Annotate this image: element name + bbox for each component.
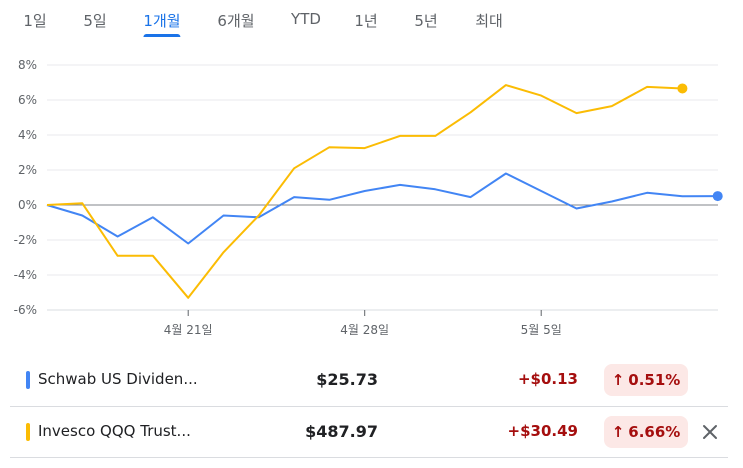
y-tick-label: 4% <box>18 128 37 142</box>
holding-change: +$30.49 <box>507 422 578 440</box>
percent-change-badge: ↑ 6.66% <box>604 416 688 448</box>
tab-label: YTD <box>291 10 321 28</box>
y-tick-label: 8% <box>18 58 37 72</box>
tab-label: 1일 <box>23 12 47 30</box>
y-tick-label: 2% <box>18 163 37 177</box>
tab-1d[interactable]: 1일 <box>23 10 46 31</box>
percent-change: 0.51% <box>628 371 681 389</box>
tab-label: 1개월 <box>143 12 181 30</box>
tab-5y[interactable]: 5년 <box>414 10 437 31</box>
tab-label: 최대 <box>475 12 503 30</box>
holding-row[interactable]: Invesco QQQ Trust... $487.97 +$30.49 ↑ 6… <box>10 406 728 458</box>
holding-row[interactable]: Schwab US Dividen... $25.73 +$0.13 ↑ 0.5… <box>10 355 728 405</box>
series-line <box>46 172 718 245</box>
tab-label: 1년 <box>354 12 378 30</box>
tab-label: 5일 <box>83 12 107 30</box>
tab-label: 5년 <box>414 12 438 30</box>
holding-name: Invesco QQQ Trust... <box>38 422 191 440</box>
y-tick-label: -4% <box>14 268 37 282</box>
series-end-point <box>712 191 723 202</box>
comparison-line-chart: 8% 6% 4% 2% 0% -2% -4% -6% 4월 21일 4월 28일 5월 5일 <box>14 58 723 337</box>
y-tick-label: 0% <box>18 198 37 212</box>
close-icon <box>703 425 717 439</box>
tab-ytd[interactable]: YTD <box>291 10 321 28</box>
tab-1m[interactable]: 1개월 <box>143 10 181 37</box>
y-tick-label: 6% <box>18 93 37 107</box>
x-tick-label: 4월 21일 <box>164 323 213 337</box>
tab-label: 6개월 <box>217 12 255 30</box>
tab-underline <box>143 34 181 37</box>
tab-max[interactable]: 최대 <box>475 10 503 31</box>
arrow-up-icon: ↑ <box>611 423 625 441</box>
tab-6m[interactable]: 6개월 <box>217 10 254 31</box>
y-tick-label: -6% <box>14 303 37 317</box>
y-tick-label: -2% <box>14 233 37 247</box>
remove-comparison-button[interactable] <box>696 418 724 446</box>
series-color-swatch <box>26 423 30 441</box>
time-range-tabs: 1일 5일 1개월 6개월 YTD 1년 5년 최대 <box>0 0 743 40</box>
percent-change-badge: ↑ 0.51% <box>604 364 688 396</box>
holding-price: $25.73 <box>316 370 378 389</box>
series-color-swatch <box>26 371 30 389</box>
holding-change: +$0.13 <box>517 370 578 388</box>
tab-5d[interactable]: 5일 <box>83 10 106 31</box>
series-end-point <box>677 83 688 94</box>
arrow-up-icon: ↑ <box>611 371 625 389</box>
tab-1y[interactable]: 1년 <box>354 10 377 31</box>
percent-change: 6.66% <box>628 423 681 441</box>
x-tick-label: 5월 5일 <box>521 323 562 337</box>
holding-name: Schwab US Dividen... <box>38 370 198 388</box>
holding-price: $487.97 <box>305 422 378 441</box>
series-line <box>46 84 683 299</box>
x-tick-label: 4월 28일 <box>340 323 389 337</box>
